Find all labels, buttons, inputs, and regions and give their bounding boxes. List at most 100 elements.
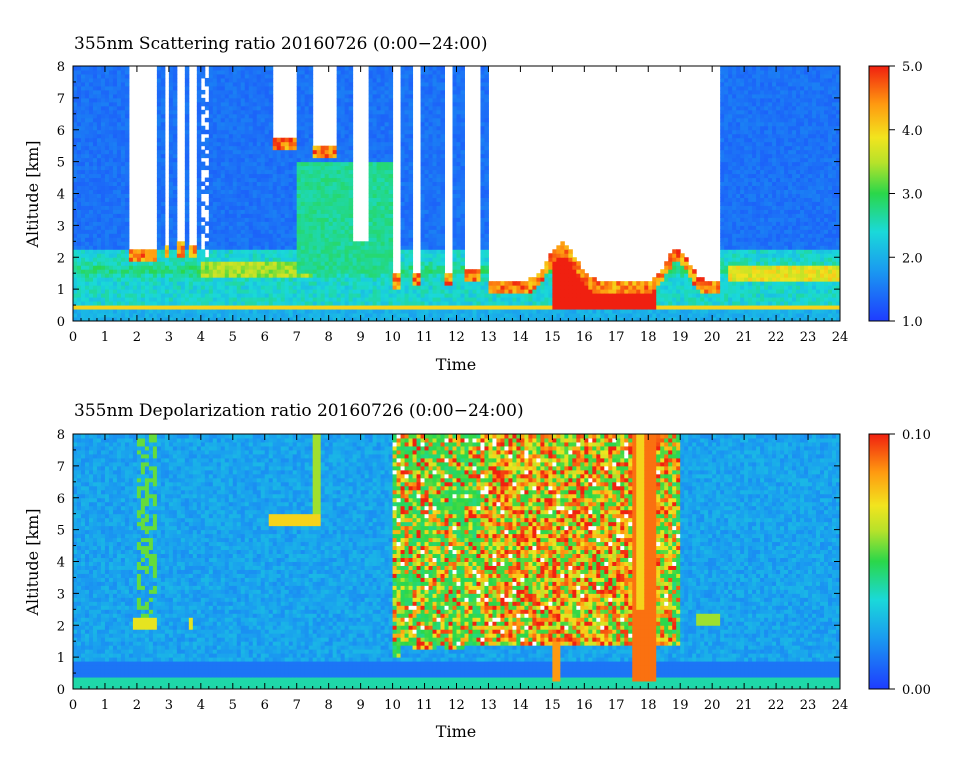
heatmap-cell bbox=[333, 305, 337, 309]
heatmap-cell bbox=[249, 186, 253, 190]
heatmap-cell bbox=[457, 178, 461, 182]
heatmap-cell bbox=[333, 201, 337, 205]
heatmap-cell bbox=[289, 261, 293, 265]
heatmap-cell bbox=[97, 90, 101, 94]
heatmap-cell bbox=[381, 233, 385, 237]
heatmap-cell bbox=[317, 301, 321, 305]
heatmap-cell bbox=[341, 74, 345, 78]
heatmap-cell bbox=[117, 94, 121, 98]
heatmap-cell bbox=[161, 313, 165, 317]
heatmap-cell bbox=[85, 285, 89, 289]
heatmap-cell bbox=[177, 281, 181, 285]
heatmap-cell bbox=[313, 245, 317, 249]
heatmap-cell bbox=[77, 301, 81, 305]
heatmap-cell bbox=[337, 78, 341, 82]
heatmap-cell bbox=[85, 313, 89, 317]
heatmap-cell bbox=[149, 309, 153, 313]
heatmap-cell bbox=[464, 273, 468, 277]
heatmap-cell bbox=[357, 249, 361, 253]
heatmap-cell bbox=[217, 273, 221, 277]
heatmap-cell bbox=[137, 297, 141, 301]
heatmap-cell bbox=[245, 90, 249, 94]
heatmap-cell bbox=[385, 309, 389, 313]
heatmap-cell bbox=[464, 285, 468, 289]
heatmap-cell bbox=[325, 154, 329, 158]
heatmap-cell bbox=[213, 134, 217, 138]
heatmap-cell bbox=[121, 225, 125, 229]
heatmap-cell bbox=[333, 154, 337, 158]
heatmap-cell bbox=[173, 94, 177, 98]
heatmap-cell bbox=[405, 205, 409, 209]
heatmap-cell bbox=[85, 281, 89, 285]
heatmap-cell bbox=[133, 253, 137, 257]
heatmap-cell bbox=[453, 273, 457, 277]
heatmap-cell bbox=[257, 273, 261, 277]
heatmap-cell bbox=[261, 166, 265, 170]
heatmap-cell bbox=[321, 313, 325, 317]
heatmap-cell bbox=[121, 277, 125, 281]
heatmap-cell bbox=[421, 146, 425, 150]
heatmap-cell bbox=[213, 170, 217, 174]
heatmap-cell bbox=[345, 118, 349, 122]
heatmap-cell bbox=[85, 166, 89, 170]
heatmap-cell bbox=[345, 134, 349, 138]
heatmap-cell bbox=[349, 158, 353, 162]
heatmap-cell bbox=[425, 70, 429, 74]
heatmap-cell bbox=[393, 293, 397, 297]
heatmap-cell bbox=[373, 98, 377, 102]
heatmap-cell bbox=[245, 94, 249, 98]
heatmap-cell bbox=[401, 114, 405, 118]
heatmap-cell bbox=[457, 233, 461, 237]
heatmap-cell bbox=[373, 301, 377, 305]
heatmap-cell bbox=[105, 237, 109, 241]
heatmap-cell bbox=[249, 110, 253, 114]
heatmap-cell bbox=[437, 70, 441, 74]
heatmap-cell bbox=[377, 158, 381, 162]
heatmap-cell bbox=[169, 118, 173, 122]
heatmap-cell bbox=[309, 114, 313, 118]
heatmap-cell bbox=[241, 154, 245, 158]
heatmap-cell bbox=[225, 110, 229, 114]
heatmap-cell bbox=[329, 313, 333, 317]
heatmap-cell bbox=[257, 66, 261, 70]
heatmap-cell bbox=[401, 110, 405, 114]
heatmap-cell bbox=[125, 301, 129, 305]
heatmap-cell bbox=[221, 273, 225, 277]
heatmap-cell bbox=[297, 313, 301, 317]
heatmap-cell bbox=[213, 90, 217, 94]
heatmap-cell bbox=[385, 245, 389, 249]
heatmap-cell bbox=[305, 178, 309, 182]
heatmap-cell bbox=[269, 241, 273, 245]
heatmap-cell bbox=[361, 313, 365, 317]
heatmap-cell bbox=[393, 277, 397, 281]
heatmap-cell bbox=[125, 289, 129, 293]
heatmap-cell bbox=[77, 170, 81, 174]
heatmap-cell bbox=[185, 70, 189, 74]
heatmap-cell bbox=[397, 277, 401, 281]
heatmap-cell bbox=[101, 86, 105, 90]
heatmap-cell bbox=[281, 313, 285, 317]
heatmap-cell bbox=[468, 297, 472, 301]
heatmap-cell bbox=[401, 66, 405, 70]
heatmap-cell bbox=[161, 269, 165, 273]
heatmap-cell bbox=[345, 233, 349, 237]
heatmap-cell bbox=[73, 257, 77, 261]
heatmap-cell bbox=[149, 249, 153, 253]
heatmap-cell bbox=[333, 186, 337, 190]
heatmap-cell bbox=[185, 257, 189, 261]
heatmap-cell bbox=[101, 134, 105, 138]
heatmap-cell bbox=[185, 225, 189, 229]
heatmap-cell bbox=[149, 253, 153, 257]
heatmap-cell bbox=[357, 281, 361, 285]
heatmap-cell bbox=[385, 273, 389, 277]
heatmap-cell bbox=[217, 174, 221, 178]
heatmap-cell bbox=[101, 138, 105, 142]
heatmap-cell bbox=[121, 90, 125, 94]
heatmap-cell bbox=[253, 293, 257, 297]
heatmap-cell bbox=[377, 78, 381, 82]
heatmap-cell bbox=[373, 289, 377, 293]
heatmap-cell bbox=[345, 90, 349, 94]
heatmap-cell bbox=[201, 261, 205, 265]
heatmap-cell bbox=[457, 110, 461, 114]
heatmap-cell bbox=[217, 293, 221, 297]
